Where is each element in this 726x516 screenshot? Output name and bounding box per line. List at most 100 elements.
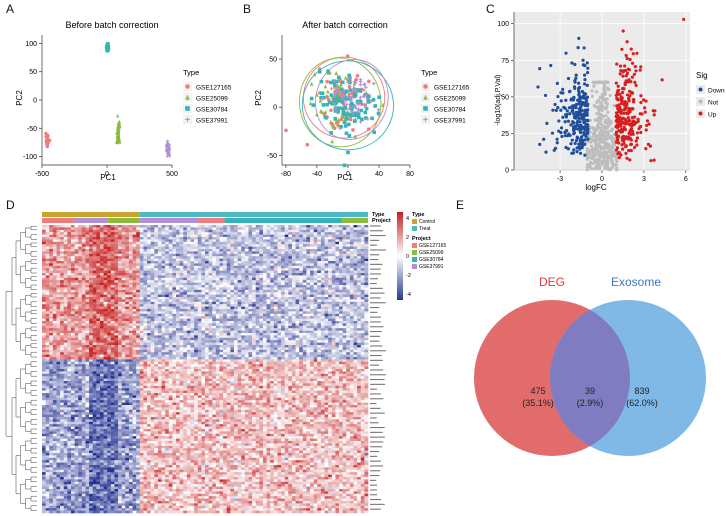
heatmap-cell	[215, 229, 220, 233]
heatmap-cell	[270, 282, 275, 286]
heatmap-cell	[121, 299, 126, 303]
pca-after-point	[323, 115, 328, 119]
pca-after-ellipse	[298, 57, 382, 148]
heatmap-cell	[161, 285, 166, 288]
volcano-point-down	[570, 61, 574, 65]
heatmap-cell	[324, 261, 329, 264]
heatmap-cell	[139, 234, 144, 238]
heatmap-cell	[49, 241, 54, 245]
heatmap-cell	[291, 249, 296, 252]
volcano-point-down	[563, 120, 567, 124]
heatmap-cell	[270, 251, 275, 255]
dendrogram-branch	[30, 284, 37, 291]
heatmap-cell	[360, 292, 365, 295]
heatmap-cell	[56, 311, 61, 315]
heatmap-cell	[190, 268, 195, 271]
volcano-point-not	[603, 136, 607, 140]
heatmap-cell	[143, 294, 148, 298]
heatmap-cell	[252, 265, 257, 269]
heatmap-cell	[81, 237, 86, 240]
heatmap-cell	[107, 225, 112, 228]
dendrogram-branch	[15, 455, 21, 495]
heatmap-cell	[128, 275, 133, 279]
heatmap-cell	[357, 265, 362, 269]
heatmap-cell	[215, 246, 220, 250]
volcano-point-not	[595, 127, 599, 131]
heatmap-cell	[70, 261, 75, 264]
heatmap-cell	[190, 225, 195, 228]
heatmap-cell	[107, 249, 112, 252]
volcano-point-up	[616, 134, 621, 138]
x-tick-label: -80	[281, 171, 291, 178]
dendrogram-root	[5, 291, 12, 437]
heatmap-cell	[128, 299, 133, 303]
heatmap-cell	[346, 306, 351, 310]
heatmap-cell	[215, 289, 220, 293]
pca-after-point	[319, 96, 323, 100]
pca-after-point	[334, 108, 338, 112]
pca-before-point	[116, 136, 120, 141]
heatmap-cell	[313, 287, 318, 291]
heatmap-cell	[244, 244, 249, 247]
heatmap-cell	[194, 263, 199, 267]
heatmap-cell	[74, 285, 79, 288]
heatmap-cell	[306, 229, 311, 233]
heatmap-cell	[81, 301, 86, 305]
heatmap-cell	[172, 251, 177, 255]
volcano-point-not	[585, 165, 589, 169]
heatmap-cell	[172, 265, 177, 269]
heatmap-cell	[42, 309, 46, 312]
heatmap-cell	[143, 270, 148, 274]
heatmap-cell	[157, 251, 162, 255]
heatmap-cell	[266, 282, 271, 286]
heatmap-cell	[215, 275, 220, 279]
volcano-point-up	[631, 132, 635, 136]
heatmap-cell	[114, 244, 119, 247]
heatmap-cell	[103, 282, 108, 286]
heatmap-cell	[67, 258, 72, 262]
heatmap-cell	[172, 277, 177, 281]
volcano-point-down	[567, 132, 571, 136]
heatmap-cell	[186, 297, 191, 300]
heatmap-cell	[281, 234, 285, 238]
heatmap-cell	[349, 294, 354, 298]
heatmap-cell	[157, 270, 162, 274]
heatmap-cell	[70, 270, 75, 274]
heatmap-cell	[212, 270, 217, 274]
dendrogram-branch	[25, 421, 31, 432]
heatmap-cell	[248, 301, 253, 305]
heatmap-cell	[252, 253, 257, 257]
heatmap-cell	[277, 280, 282, 283]
heatmap-cell	[81, 275, 86, 279]
heatmap-cell	[42, 289, 46, 293]
heatmap-cell	[201, 232, 206, 235]
heatmap-cell	[186, 249, 191, 252]
heatmap-cell	[255, 268, 260, 271]
heatmap-cell	[96, 227, 101, 231]
dendrogram-branch	[30, 390, 37, 396]
heatmap-cell	[339, 256, 343, 259]
volcano-point-down	[584, 113, 588, 117]
heatmap-cell	[266, 294, 271, 298]
heatmap-cell	[310, 273, 314, 276]
heatmap-cell	[313, 299, 318, 303]
panel-label-a: A	[6, 2, 15, 16]
heatmap-cell	[320, 270, 325, 274]
volcano-point-up	[623, 106, 627, 111]
heatmap-cell	[150, 225, 155, 228]
heatmap-cell	[52, 294, 57, 298]
heatmap-cell	[74, 229, 79, 233]
heatmap-cell	[288, 280, 293, 283]
volcano-point-down	[578, 109, 582, 113]
pca-after-point	[330, 139, 335, 144]
heatmap-cell	[244, 304, 249, 307]
volcano-point-down	[545, 121, 549, 125]
heatmap-cell	[110, 304, 115, 307]
heatmap-cell	[150, 261, 155, 264]
heatmap-cell	[241, 256, 246, 259]
heatmap-cell	[70, 239, 75, 243]
heatmap-cell	[150, 280, 155, 283]
heatmap-cell	[320, 285, 325, 288]
heatmap-cell	[74, 249, 79, 252]
volcano-point-up	[632, 119, 636, 123]
